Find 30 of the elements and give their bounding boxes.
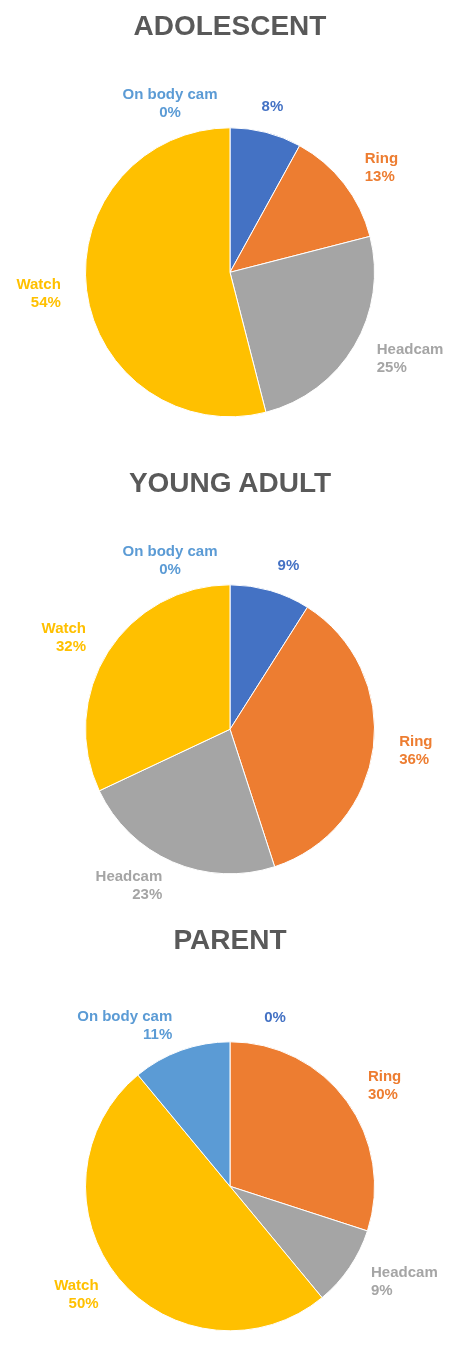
data-label: 9% <box>371 1281 393 1299</box>
data-label: 50% <box>68 1294 99 1312</box>
category-label: On body cam <box>122 541 218 559</box>
slice-label: Ring <box>364 148 399 166</box>
data-label: 9% <box>277 555 300 573</box>
slice-label: Watch <box>54 1276 99 1294</box>
data-label: 30% <box>367 1085 398 1103</box>
slice-label: Headcam <box>95 866 163 884</box>
chart-title: PARENT <box>173 923 287 955</box>
chart-title: ADOLESCENT <box>133 9 327 41</box>
category-label: On body cam <box>122 84 218 102</box>
data-label: 54% <box>30 292 61 310</box>
text: 0% <box>159 559 181 577</box>
data-label: 23% <box>132 884 163 902</box>
data-label: 36% <box>399 749 430 767</box>
slice-label: Watch <box>16 274 61 292</box>
text: 0% <box>264 1007 286 1025</box>
slice-label: Watch <box>41 619 87 637</box>
slice-label: Headcam <box>376 340 444 358</box>
data-label: 13% <box>364 166 395 184</box>
text: 0% <box>159 102 181 120</box>
slice-label: Ring <box>399 731 433 749</box>
slice-label: Headcam <box>371 1263 438 1281</box>
slice-label: Ring <box>367 1067 402 1085</box>
data-label: 11% <box>143 1025 173 1043</box>
chart-title: YOUNG ADULT <box>128 466 332 498</box>
slice-label: On body cam <box>77 1007 173 1025</box>
data-label: 32% <box>56 637 87 655</box>
data-label: 25% <box>376 358 407 376</box>
data-label: 8% <box>261 97 284 115</box>
